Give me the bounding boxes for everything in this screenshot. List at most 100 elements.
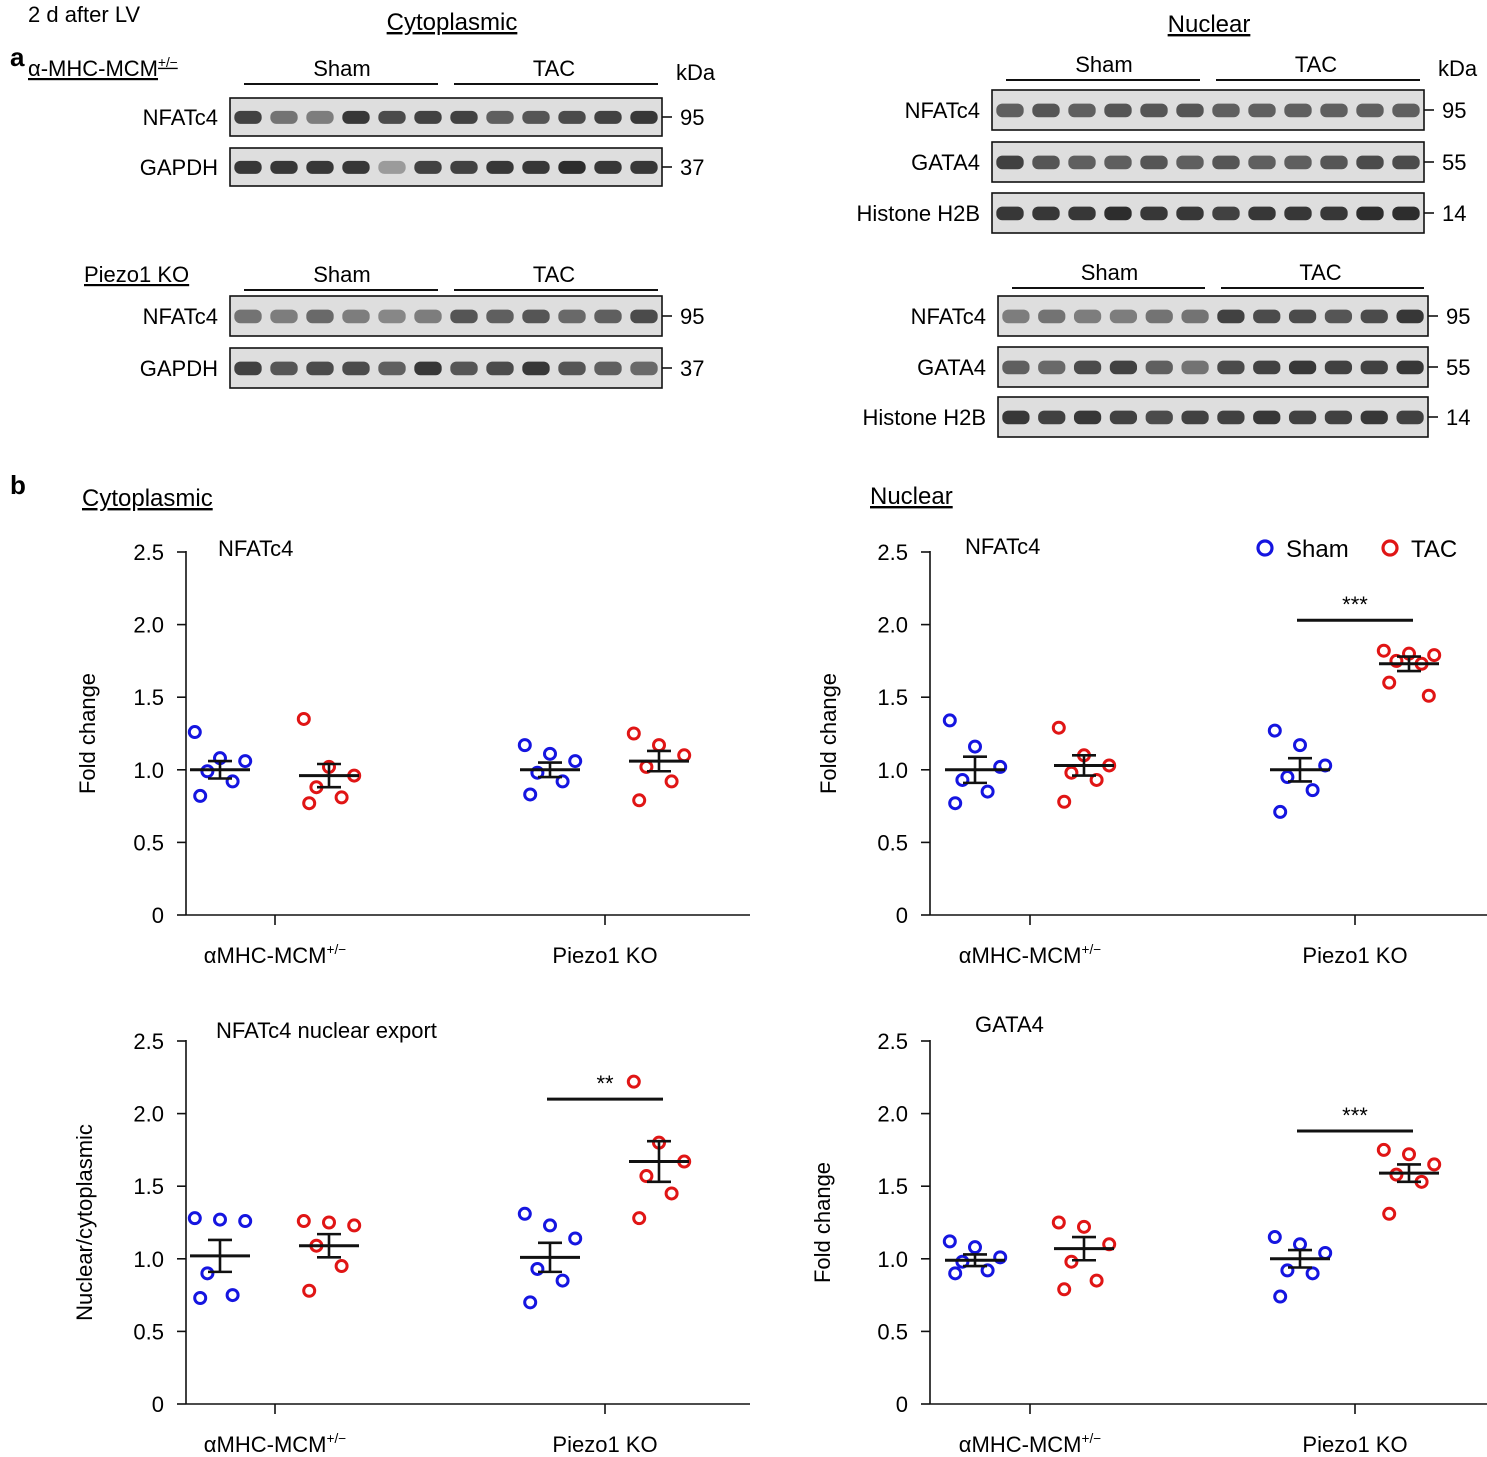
- data-point: [543, 1218, 557, 1233]
- blot-band: [306, 361, 334, 376]
- series-sham: [517, 1206, 583, 1310]
- blot-band: [378, 160, 406, 174]
- y-tick-label: 2.5: [877, 1029, 908, 1054]
- data-point: [334, 1259, 349, 1274]
- blot-band: [1176, 206, 1204, 221]
- data-point: [517, 738, 532, 753]
- data-point: [1280, 770, 1295, 785]
- blot-band: [996, 155, 1024, 170]
- blot-band: [1320, 155, 1348, 170]
- data-point: [1427, 648, 1442, 663]
- blot-row: GATA4 55: [911, 141, 1466, 183]
- legend-tac-label: TAC: [1411, 536, 1457, 563]
- y-tick-label: 2.0: [133, 613, 164, 638]
- x-group-label-text: αMHC-MCM: [959, 943, 1082, 968]
- blot-band: [1284, 155, 1312, 170]
- data-point: [517, 1206, 532, 1221]
- y-tick-label: 1.0: [133, 758, 164, 783]
- blot-band: [1356, 155, 1384, 170]
- blot-band: [558, 361, 586, 376]
- data-point: [626, 726, 641, 741]
- data-point: [296, 1214, 311, 1229]
- series-tac: [296, 1214, 362, 1298]
- blot-band: [1212, 103, 1240, 118]
- x-group-label-text: αMHC-MCM: [959, 1432, 1082, 1457]
- chart-title: NFATc4 nuclear export: [216, 1018, 437, 1043]
- blot-band: [1073, 360, 1102, 375]
- kda-value: 14: [1446, 405, 1470, 430]
- blot-band: [1356, 206, 1384, 221]
- data-point: [1057, 794, 1072, 809]
- chart-cyto_nfatc4: 0 0.5 1.0 1.5 2.0 2.5 Fold change NFATc4 αMHC-MC…: [75, 536, 750, 968]
- kda-value: 95: [1446, 304, 1470, 329]
- blot-row: NFATc4 95: [143, 97, 704, 137]
- data-point: [948, 796, 963, 811]
- blot-band: [1038, 360, 1066, 375]
- panel-a-label: a: [10, 42, 25, 72]
- genotype-label-superscript: +/−: [158, 55, 178, 70]
- protein-label: NFATc4: [911, 304, 986, 329]
- blot-band: [1002, 309, 1030, 324]
- blot-band: [1109, 410, 1138, 425]
- blot-band: [1248, 206, 1276, 221]
- blot-band: [1253, 360, 1281, 375]
- blot-band: [522, 160, 550, 174]
- y-tick-label: 1.0: [877, 1247, 908, 1272]
- blot-band: [1324, 309, 1353, 324]
- scatter-plots: 0 0.5 1.0 1.5 2.0 2.5 Fold change NFATc4 αMHC-MC…: [72, 534, 1487, 1457]
- blot-band: [522, 361, 550, 376]
- blot-band: [414, 160, 442, 174]
- kda-value: 55: [1446, 355, 1470, 380]
- data-point: [1089, 772, 1104, 787]
- data-point: [187, 1211, 202, 1226]
- blot-band: [234, 160, 262, 174]
- blot-band: [996, 206, 1024, 221]
- blot-band: [1104, 206, 1132, 221]
- significance-label: ***: [1342, 1103, 1368, 1128]
- blot-band: [414, 309, 442, 324]
- tac-group-label: TAC: [533, 56, 575, 81]
- blot-band: [1217, 360, 1245, 375]
- blot-band: [1253, 309, 1281, 324]
- blot-band: [1360, 309, 1388, 324]
- x-group-label-superscript: +/−: [1081, 942, 1101, 957]
- blot-band: [486, 361, 514, 376]
- blot-band: [378, 110, 406, 124]
- blot-band: [1396, 360, 1424, 375]
- blot-band: [1145, 360, 1173, 375]
- blot-band: [342, 160, 370, 174]
- kda-header: kDa: [676, 60, 716, 85]
- blot-band: [1181, 309, 1209, 324]
- data-point: [568, 754, 583, 769]
- x-group-label: αMHC-MCM+/−: [959, 942, 1101, 968]
- blot-membrane: [997, 396, 1429, 438]
- blot-band: [306, 110, 334, 124]
- x-group-label-superscript: +/−: [326, 942, 346, 957]
- sham-group-label: Sham: [313, 56, 370, 81]
- y-tick-label: 0.5: [877, 830, 908, 855]
- data-point: [523, 787, 538, 802]
- blot-band: [270, 309, 298, 324]
- data-point: [322, 1215, 336, 1230]
- chart-title: NFATc4: [965, 534, 1040, 559]
- blot-band: [1145, 410, 1173, 425]
- blot-band: [1038, 309, 1066, 324]
- blot-band: [1248, 103, 1276, 118]
- genotype-label: Piezo1 KO: [84, 262, 189, 287]
- nuclear-subtitle: Nuclear: [870, 483, 953, 510]
- blot-band: [1253, 410, 1281, 425]
- blot-band: [450, 110, 478, 124]
- blot-band: [306, 160, 334, 174]
- data-point: [1057, 1282, 1072, 1297]
- blot-band: [486, 160, 514, 174]
- blot-row: NFATc4 95: [143, 295, 704, 337]
- legend-tac-marker: [1381, 539, 1399, 557]
- data-point: [1293, 1237, 1307, 1252]
- data-point: [948, 1266, 963, 1281]
- blot-membrane: [991, 192, 1425, 234]
- data-point: [347, 1218, 362, 1233]
- tac-group-label: TAC: [1295, 52, 1337, 77]
- blot-band: [630, 361, 658, 376]
- blot-band: [1068, 206, 1096, 221]
